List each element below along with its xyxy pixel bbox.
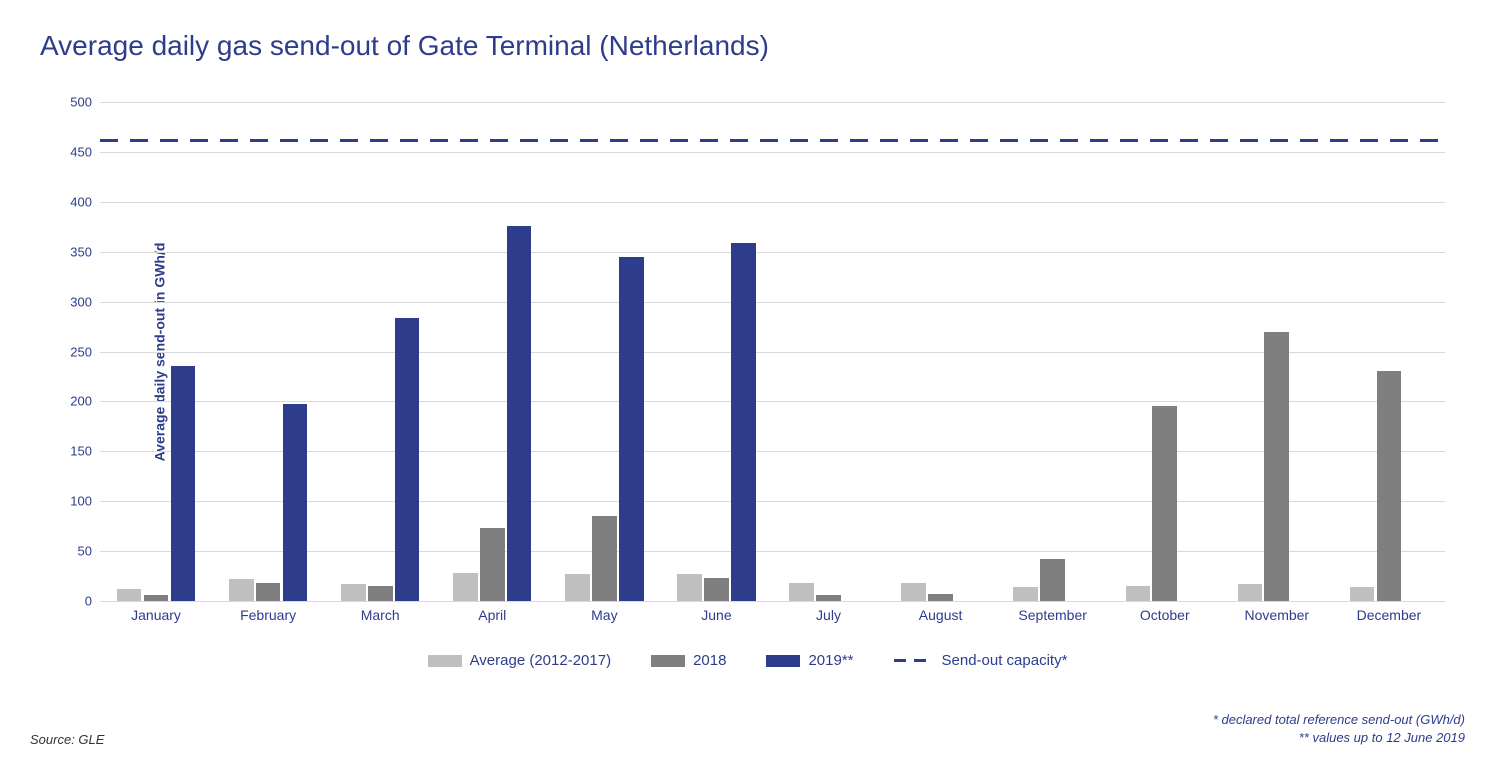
- gridline: [100, 601, 1445, 602]
- bar: [619, 257, 644, 601]
- bar: [117, 589, 142, 601]
- y-tick-label: 250: [70, 344, 100, 359]
- footnote-line: * declared total reference send-out (GWh…: [1213, 711, 1465, 729]
- y-tick-label: 100: [70, 494, 100, 509]
- legend-label: Average (2012-2017): [470, 652, 612, 669]
- bar: [928, 594, 953, 601]
- bar: [1152, 406, 1177, 601]
- y-tick-label: 400: [70, 194, 100, 209]
- month-group: March: [324, 102, 436, 601]
- y-tick-label: 350: [70, 244, 100, 259]
- month-group: September: [997, 102, 1109, 601]
- legend-swatch: [766, 655, 800, 667]
- month-group: December: [1333, 102, 1445, 601]
- plot-wrapper: Average daily send-out in GWh/d 05010015…: [100, 102, 1445, 602]
- chart-container: Average daily gas send-out of Gate Termi…: [0, 0, 1495, 767]
- bar: [395, 318, 420, 601]
- bar: [229, 579, 254, 601]
- bar: [677, 574, 702, 601]
- bar: [171, 366, 196, 601]
- legend-item: 2019**: [766, 652, 853, 669]
- legend-label: 2019**: [808, 652, 853, 669]
- x-tick-label: November: [1245, 601, 1310, 623]
- bar: [341, 584, 366, 601]
- x-tick-label: March: [361, 601, 400, 623]
- month-group: November: [1221, 102, 1333, 601]
- bar: [1264, 332, 1289, 601]
- x-tick-label: September: [1018, 601, 1086, 623]
- x-tick-label: October: [1140, 601, 1190, 623]
- bar: [1126, 586, 1151, 601]
- y-tick-label: 450: [70, 144, 100, 159]
- x-tick-label: January: [131, 601, 181, 623]
- bar: [789, 583, 814, 601]
- footnotes: * declared total reference send-out (GWh…: [1213, 711, 1465, 747]
- capacity-line: [100, 139, 1445, 142]
- legend: Average (2012-2017) 2018 2019** Send-out ca…: [30, 652, 1465, 669]
- y-tick-label: 50: [78, 544, 100, 559]
- month-group: June: [660, 102, 772, 601]
- month-group: July: [772, 102, 884, 601]
- month-group: October: [1109, 102, 1221, 601]
- source-text: Source: GLE: [30, 732, 104, 747]
- legend-swatch: [428, 655, 462, 667]
- month-group: April: [436, 102, 548, 601]
- legend-label: Send-out capacity*: [942, 652, 1068, 669]
- bar: [453, 573, 478, 601]
- legend-item: Send-out capacity*: [894, 652, 1068, 669]
- bar: [704, 578, 729, 601]
- x-tick-label: February: [240, 601, 296, 623]
- footer: Source: GLE * declared total reference s…: [30, 711, 1465, 747]
- bar: [283, 404, 308, 601]
- legend-item: 2018: [651, 652, 726, 669]
- bar: [592, 516, 617, 601]
- y-tick-label: 300: [70, 294, 100, 309]
- bar: [480, 528, 505, 601]
- bars-layer: JanuaryFebruaryMarchAprilMayJuneJulyAugu…: [100, 102, 1445, 601]
- x-tick-label: April: [478, 601, 506, 623]
- y-tick-label: 150: [70, 444, 100, 459]
- bar: [731, 243, 756, 601]
- x-tick-label: June: [701, 601, 731, 623]
- bar: [1013, 587, 1038, 601]
- x-tick-label: December: [1357, 601, 1422, 623]
- bar: [565, 574, 590, 601]
- legend-item: Average (2012-2017): [428, 652, 612, 669]
- bar: [368, 586, 393, 601]
- month-group: January: [100, 102, 212, 601]
- x-tick-label: August: [919, 601, 963, 623]
- y-tick-label: 0: [85, 594, 100, 609]
- bar: [1350, 587, 1375, 601]
- x-tick-label: July: [816, 601, 841, 623]
- bar: [507, 226, 532, 601]
- x-tick-label: May: [591, 601, 617, 623]
- chart-title: Average daily gas send-out of Gate Termi…: [40, 30, 1465, 62]
- bar: [901, 583, 926, 601]
- legend-swatch: [651, 655, 685, 667]
- plot-area: 050100150200250300350400450500JanuaryFeb…: [100, 102, 1445, 602]
- bar: [1377, 371, 1402, 601]
- month-group: August: [885, 102, 997, 601]
- legend-dash: [894, 659, 934, 662]
- bar: [1040, 559, 1065, 601]
- legend-label: 2018: [693, 652, 726, 669]
- bar: [1238, 584, 1263, 601]
- bar: [256, 583, 281, 601]
- footnote-line: ** values up to 12 June 2019: [1213, 729, 1465, 747]
- y-tick-label: 200: [70, 394, 100, 409]
- month-group: May: [548, 102, 660, 601]
- month-group: February: [212, 102, 324, 601]
- y-tick-label: 500: [70, 95, 100, 110]
